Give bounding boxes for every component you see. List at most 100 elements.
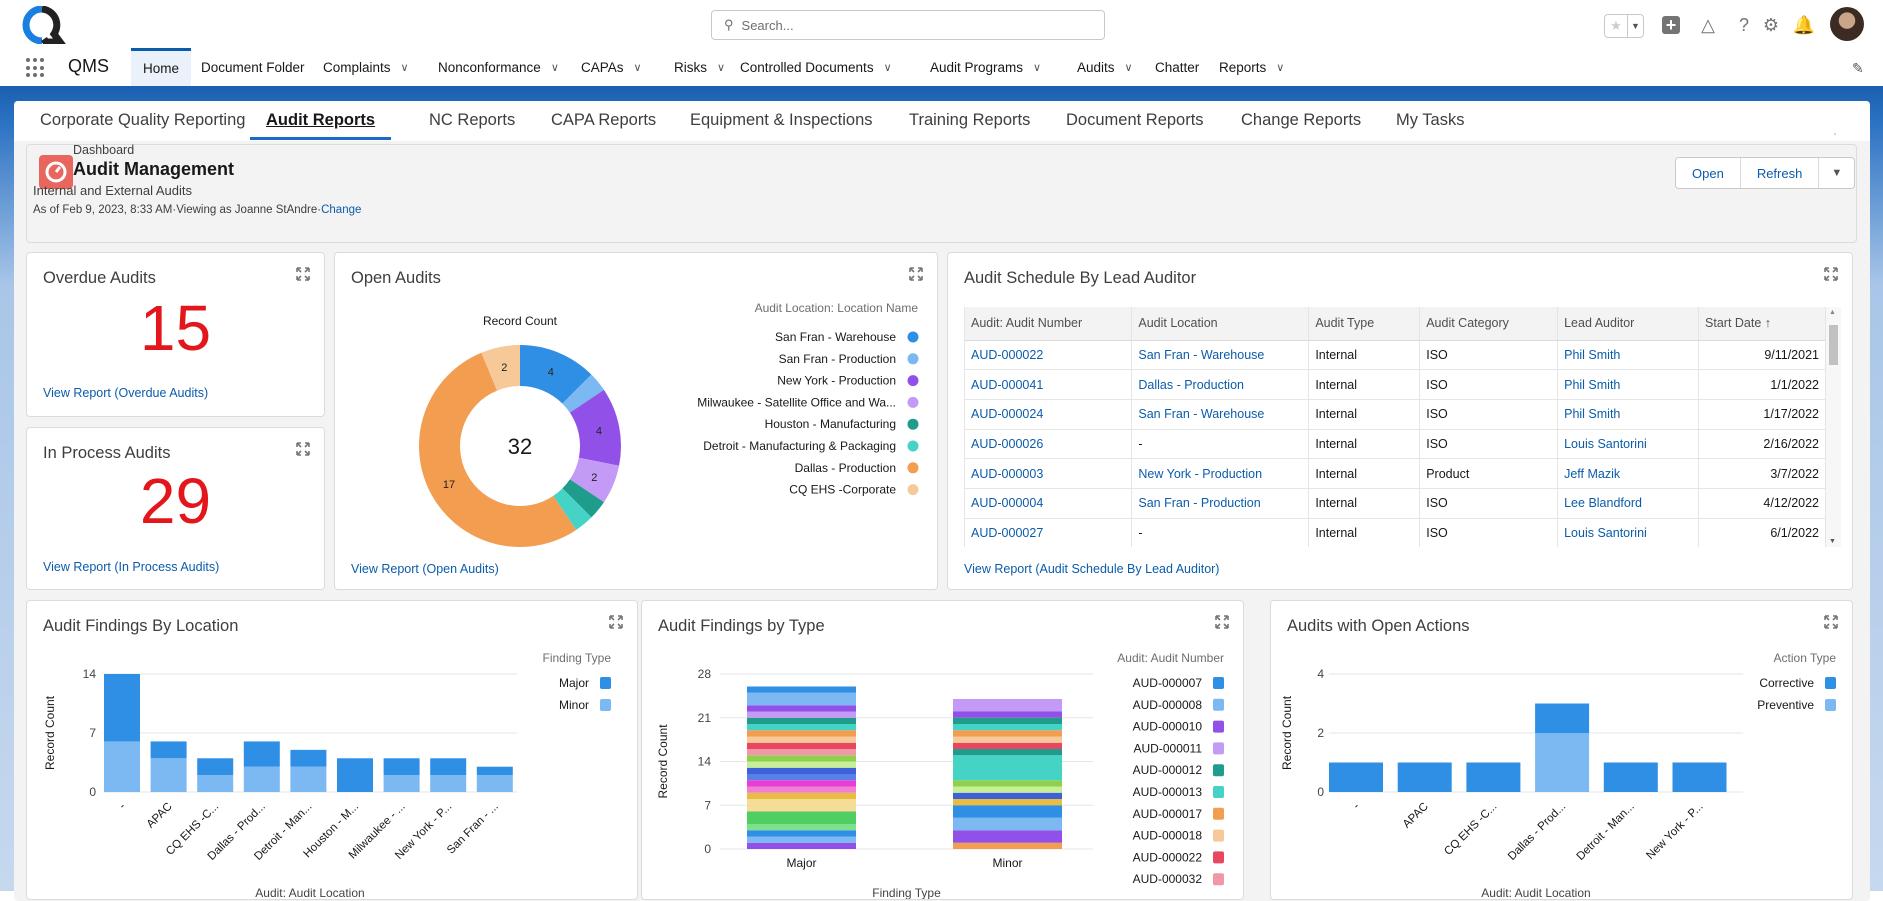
- column-header[interactable]: Lead Auditor: [1557, 307, 1700, 341]
- table-cell-link[interactable]: Louis Santorini: [1557, 518, 1700, 547]
- bar-segment[interactable]: [243, 766, 280, 792]
- bar-segment[interactable]: [290, 749, 327, 767]
- bar-segment[interactable]: [953, 842, 1062, 849]
- bar-segment[interactable]: [747, 736, 856, 743]
- bar-segment[interactable]: [747, 780, 856, 787]
- bar-segment[interactable]: [1535, 733, 1590, 792]
- global-actions-plus-icon[interactable]: +: [1660, 14, 1682, 36]
- column-header[interactable]: Audit Category: [1419, 307, 1559, 341]
- bar-segment[interactable]: [953, 711, 1062, 718]
- table-cell-link[interactable]: San Fran - Warehouse: [1131, 340, 1310, 371]
- bar-segment[interactable]: [747, 842, 856, 849]
- setup-gear-icon[interactable]: ⚙: [1762, 14, 1780, 35]
- bar-segment[interactable]: [1535, 703, 1590, 734]
- bar-segment[interactable]: [953, 749, 1062, 756]
- app-launcher-icon[interactable]: [26, 58, 46, 78]
- nav-item[interactable]: Audits ∨: [1065, 48, 1145, 86]
- bar-segment[interactable]: [953, 817, 1062, 831]
- bar-segment[interactable]: [953, 805, 1062, 818]
- donut-slice[interactable]: [569, 457, 620, 503]
- bar-segment[interactable]: [953, 755, 1062, 781]
- bar-segment[interactable]: [150, 758, 187, 792]
- bar-segment[interactable]: [1329, 762, 1383, 793]
- donut-slice[interactable]: [562, 479, 604, 518]
- bar-segment[interactable]: [747, 755, 856, 762]
- bar-segment[interactable]: [953, 724, 1062, 731]
- bar-segment[interactable]: [953, 780, 1062, 787]
- table-cell-link[interactable]: AUD-000041: [965, 369, 1133, 400]
- dashboard-tab[interactable]: Change Reports: [1241, 111, 1362, 129]
- bar-segment[interactable]: [953, 717, 1062, 724]
- table-cell-link[interactable]: Phil Smith: [1557, 399, 1700, 430]
- bar-segment[interactable]: [747, 717, 856, 724]
- bar-segment[interactable]: [747, 692, 856, 706]
- dashboard-tab[interactable]: CAPA Reports: [551, 111, 657, 129]
- bar-segment[interactable]: [953, 830, 1062, 843]
- chevron-down-icon[interactable]: ∨: [550, 61, 559, 74]
- bar-segment[interactable]: [747, 830, 856, 837]
- column-header[interactable]: Audit: Audit Number: [965, 307, 1133, 341]
- table-scrollbar[interactable]: ▲ ▼: [1826, 307, 1841, 547]
- table-cell-link[interactable]: Jeff Mazik: [1557, 458, 1700, 489]
- nav-item[interactable]: Controlled Documents ∨: [728, 48, 904, 86]
- chevron-down-icon[interactable]: ∨: [633, 61, 642, 74]
- table-cell-link[interactable]: San Fran - Warehouse: [1131, 399, 1310, 430]
- table-cell-link[interactable]: San Fran - Production: [1131, 488, 1310, 519]
- bar-segment[interactable]: [953, 742, 1062, 749]
- bar-segment[interactable]: [1672, 762, 1727, 793]
- bar-segment[interactable]: [953, 730, 1062, 737]
- bar-segment[interactable]: [747, 724, 856, 731]
- bar-segment[interactable]: [747, 742, 856, 749]
- nav-item[interactable]: Chatter: [1143, 48, 1211, 86]
- open-button[interactable]: Open: [1676, 158, 1741, 188]
- expand-icon[interactable]: [1824, 267, 1838, 281]
- bar-segment[interactable]: [747, 705, 856, 712]
- chevron-down-icon[interactable]: ∨: [883, 61, 892, 74]
- favorites-dropdown-icon[interactable]: ▼: [1630, 21, 1640, 31]
- global-search-input[interactable]: ⚲ Search...: [711, 10, 1105, 40]
- bar-segment[interactable]: [953, 799, 1062, 806]
- scrollbar-thumb[interactable]: [1829, 325, 1838, 365]
- bar-segment[interactable]: [383, 775, 420, 792]
- bar-segment[interactable]: [953, 786, 1062, 793]
- expand-icon[interactable]: [1824, 615, 1838, 629]
- view-report-link[interactable]: View Report (In Process Audits): [43, 560, 220, 574]
- bar-segment[interactable]: [476, 775, 513, 792]
- bar-segment[interactable]: [430, 758, 467, 776]
- scroll-down-icon[interactable]: ▼: [1829, 538, 1836, 545]
- bar-segment[interactable]: [383, 758, 420, 776]
- bar-segment[interactable]: [197, 775, 234, 792]
- bar-segment[interactable]: [150, 741, 187, 759]
- expand-icon[interactable]: [296, 267, 310, 281]
- table-cell-link[interactable]: Phil Smith: [1557, 340, 1700, 371]
- nav-item[interactable]: Complaints ∨: [311, 48, 421, 86]
- bar-segment[interactable]: [1397, 762, 1452, 793]
- expand-icon[interactable]: [296, 442, 310, 456]
- dashboard-tab[interactable]: Document Reports: [1066, 111, 1204, 129]
- bar-segment[interactable]: [747, 761, 856, 768]
- scroll-up-icon[interactable]: ▲: [1829, 309, 1836, 316]
- dashboard-tab[interactable]: Training Reports: [909, 111, 1031, 129]
- bar-segment[interactable]: [104, 741, 140, 792]
- bar-segment[interactable]: [747, 767, 856, 774]
- table-cell-link[interactable]: AUD-000003: [965, 458, 1133, 489]
- bar-segment[interactable]: [1466, 762, 1521, 793]
- star-icon[interactable]: ★: [1605, 15, 1628, 37]
- chevron-down-icon[interactable]: ∨: [1033, 61, 1042, 74]
- bar-segment[interactable]: [747, 799, 856, 812]
- table-cell-link[interactable]: AUD-000004: [965, 488, 1133, 519]
- bar-segment[interactable]: [747, 730, 856, 737]
- nav-item[interactable]: Home: [131, 48, 192, 86]
- bar-segment[interactable]: [430, 775, 467, 792]
- bar-segment[interactable]: [953, 736, 1062, 743]
- chevron-down-icon[interactable]: ∨: [1276, 61, 1285, 74]
- table-cell-link[interactable]: AUD-000026: [965, 429, 1133, 460]
- expand-icon[interactable]: [1215, 615, 1229, 629]
- bar-segment[interactable]: [290, 766, 327, 792]
- chevron-down-icon[interactable]: ∨: [400, 61, 409, 74]
- notifications-bell-icon[interactable]: 🔔: [1792, 14, 1816, 35]
- bar-segment[interactable]: [104, 674, 140, 742]
- bar-segment[interactable]: [747, 824, 856, 831]
- column-header[interactable]: Start Date ↑: [1698, 307, 1826, 341]
- dashboard-tab[interactable]: Audit Reports: [250, 111, 392, 140]
